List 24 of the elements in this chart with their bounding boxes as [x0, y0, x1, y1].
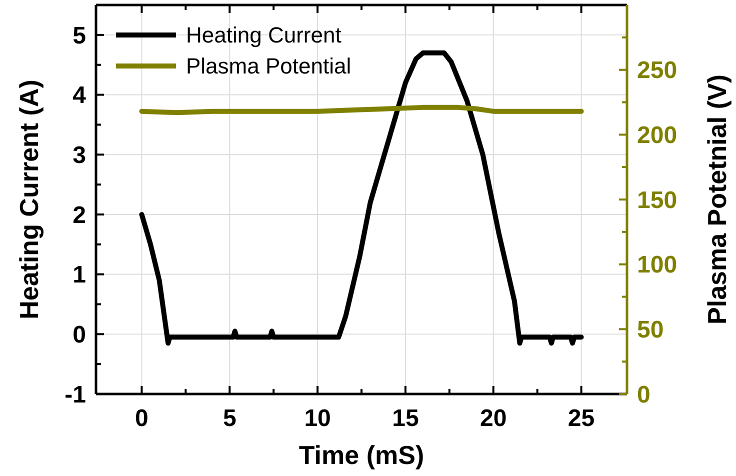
y2-tick-label: 200 [637, 122, 678, 150]
x-tick-label: 20 [480, 405, 507, 432]
y-tick-label: 4 [72, 82, 87, 110]
y-tick-label: 3 [72, 142, 86, 170]
y2-tick-label: 150 [637, 186, 678, 214]
y2-axis-title: Plasma Potetnial (V) [702, 74, 732, 324]
legend-label: Plasma Potential [186, 54, 352, 79]
x-tick-label: 15 [392, 405, 419, 432]
y-axis-title: Heating Current (A) [14, 80, 44, 320]
y2-tick-label: 0 [637, 381, 650, 408]
y-tick-label: 2 [72, 202, 86, 229]
x-tick-label: 5 [222, 405, 236, 432]
y-tick-label: 1 [72, 262, 86, 289]
x-tick-label: 0 [135, 405, 148, 432]
y-tick-label: 0 [72, 322, 86, 349]
legend-label: Heating Current [186, 22, 342, 48]
y2-tick-label: 250 [637, 57, 678, 84]
y-tick-label: 5 [72, 22, 86, 50]
x-tick-label: 25 [568, 405, 595, 432]
y-tick-label: -1 [64, 381, 86, 408]
x-tick-label: 10 [304, 405, 331, 432]
y2-tick-label: 50 [637, 316, 664, 344]
y2-tick-label: 100 [637, 252, 678, 279]
x-axis-title: Time (mS) [298, 440, 424, 470]
